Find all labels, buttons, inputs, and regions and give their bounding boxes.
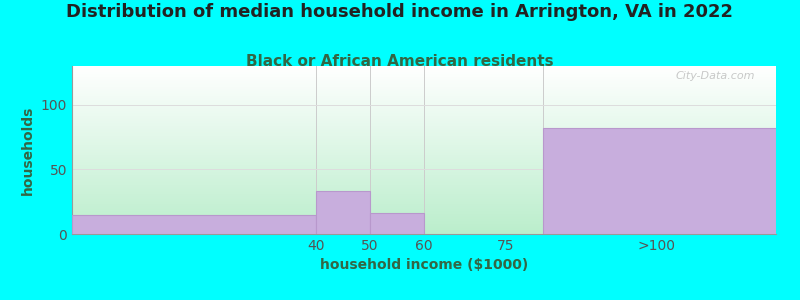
Bar bbox=[543, 128, 776, 234]
X-axis label: household income ($1000): household income ($1000) bbox=[320, 258, 528, 272]
Text: Distribution of median household income in Arrington, VA in 2022: Distribution of median household income … bbox=[66, 3, 734, 21]
Bar bbox=[370, 213, 424, 234]
Y-axis label: households: households bbox=[22, 105, 35, 195]
Bar bbox=[316, 191, 370, 234]
Text: Black or African American residents: Black or African American residents bbox=[246, 54, 554, 69]
Text: City-Data.com: City-Data.com bbox=[675, 71, 755, 81]
Bar bbox=[72, 214, 316, 234]
